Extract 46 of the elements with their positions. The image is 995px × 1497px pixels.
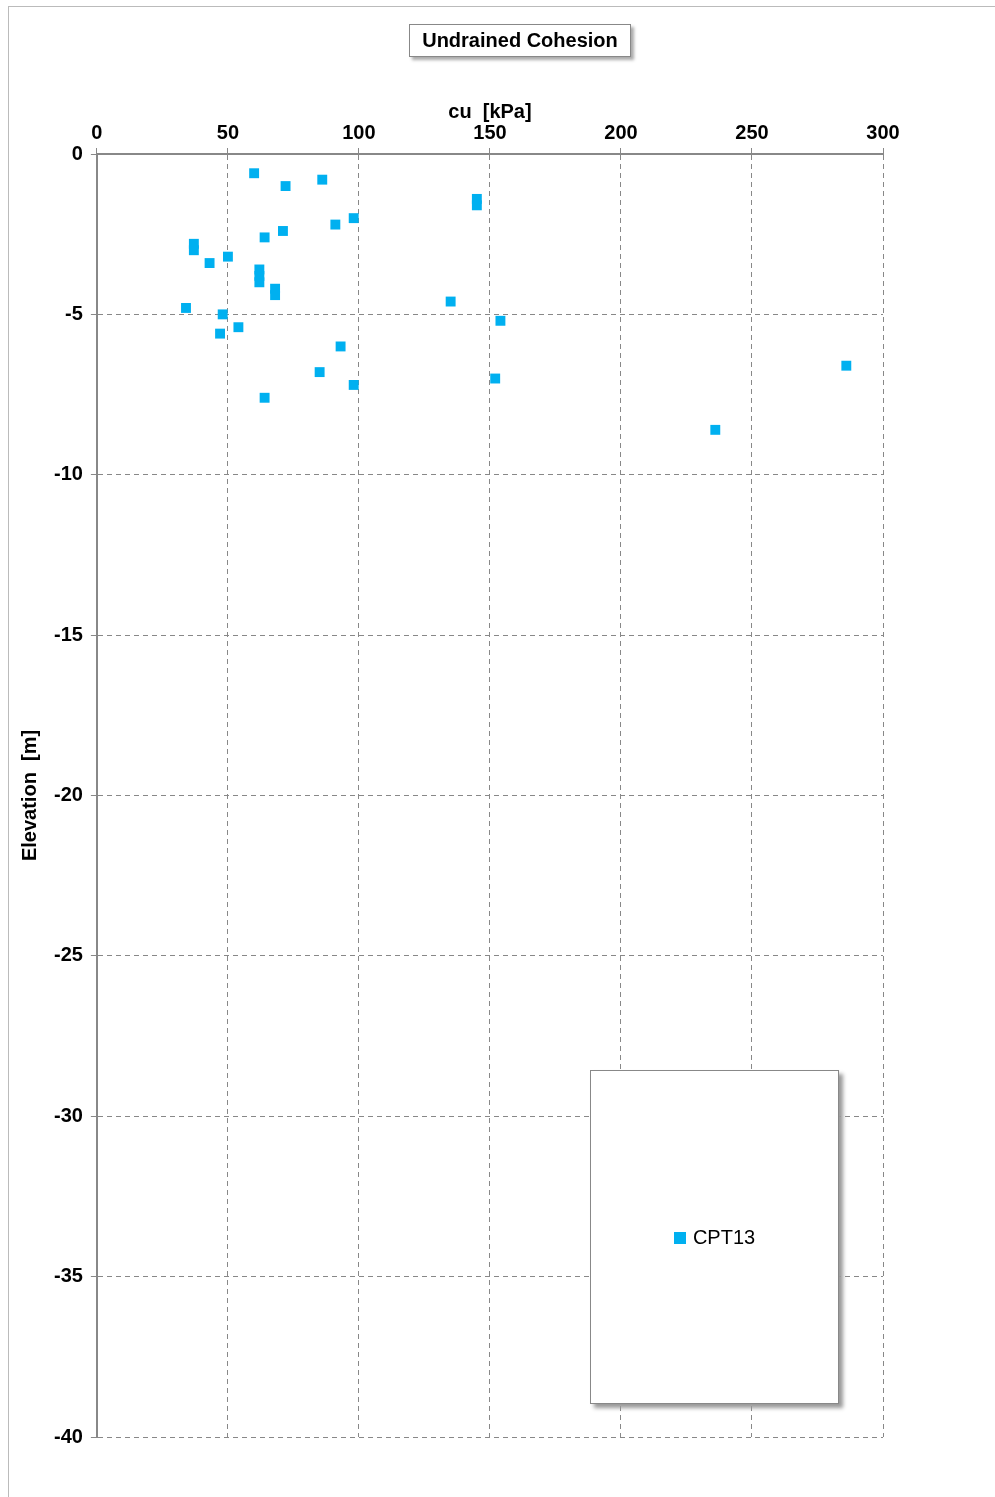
x-tick-label: 300 [866,120,900,143]
x-tick-label: 200 [604,120,638,143]
point [181,303,191,313]
point [249,168,260,179]
point [259,232,270,243]
point [348,213,359,224]
y-tick-label: -30 [54,1103,83,1126]
point [335,341,346,352]
point [204,258,215,269]
y-tick-label: -25 [54,943,83,966]
point [215,328,226,339]
x-tick-label: 100 [342,120,376,143]
y-tick-label: -35 [54,1264,83,1287]
point [841,360,852,371]
point [259,392,270,403]
point [254,277,265,288]
point [270,290,281,301]
point [490,373,501,384]
point [314,367,325,378]
y-tick-label: -5 [65,301,83,324]
y-axis-title: Elevation [m] [17,729,40,862]
x-tick-label: 50 [216,120,240,143]
x-tick-label: 0 [91,120,103,143]
point [348,379,359,390]
y-tick-label: -40 [54,1424,83,1447]
y-tick-label: -15 [54,622,83,645]
point [222,251,233,262]
x-axis-title: cu [kPa] [448,99,532,122]
point [233,322,244,333]
y-tick-label: 0 [71,141,83,164]
y-tick-label: -10 [54,462,83,485]
legend: CPT13 [590,1070,839,1404]
point [710,424,721,435]
chart-title: Undrained Cohesion [409,24,631,57]
point [495,315,506,326]
point [188,245,199,256]
point [471,200,482,211]
point [445,296,456,307]
point [317,174,328,185]
x-tick-label: 250 [735,120,769,143]
point [330,219,341,230]
point [280,181,291,192]
point [278,226,288,236]
legend-label: CPT13 [691,1225,756,1249]
y-tick-label: -20 [54,783,83,806]
point [217,309,228,320]
